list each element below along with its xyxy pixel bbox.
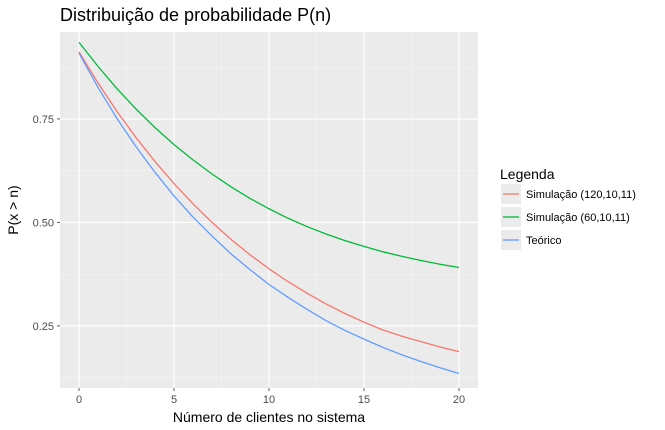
y-axis-title: P(x > n) xyxy=(5,185,21,234)
grid-major xyxy=(60,32,478,388)
y-tick-label: 0.50 xyxy=(33,217,54,229)
legend: Legenda Simulação (120,10,11) Simulação (… xyxy=(500,166,636,250)
x-tick-label: 10 xyxy=(263,394,275,406)
legend-label: Simulação (60,10,11) xyxy=(526,212,630,224)
series-line-2 xyxy=(78,41,460,269)
legend-label: Teórico xyxy=(526,235,561,247)
y-axis: 0.25 0.50 0.75 xyxy=(33,114,60,333)
x-axis: 0 5 10 15 20 xyxy=(76,388,465,406)
series-line-3 xyxy=(78,52,460,375)
series-line-1 xyxy=(78,51,460,353)
x-tick-label: 15 xyxy=(358,394,370,406)
legend-item: Simulação (60,10,11) xyxy=(501,207,630,227)
x-tick-label: 20 xyxy=(453,394,465,406)
chart-title: Distribuição de probabilidade P(n) xyxy=(60,5,331,25)
legend-label: Simulação (120,10,11) xyxy=(526,189,636,201)
x-axis-title: Número de clientes no sistema xyxy=(173,409,365,425)
legend-title: Legenda xyxy=(500,166,555,182)
x-tick-label: 0 xyxy=(76,394,82,406)
series-lines xyxy=(78,41,460,375)
legend-item: Teórico xyxy=(501,230,561,250)
legend-item: Simulação (120,10,11) xyxy=(501,184,636,204)
y-tick-label: 0.25 xyxy=(33,321,54,333)
y-tick-label: 0.75 xyxy=(33,114,54,126)
x-tick-label: 5 xyxy=(171,394,177,406)
